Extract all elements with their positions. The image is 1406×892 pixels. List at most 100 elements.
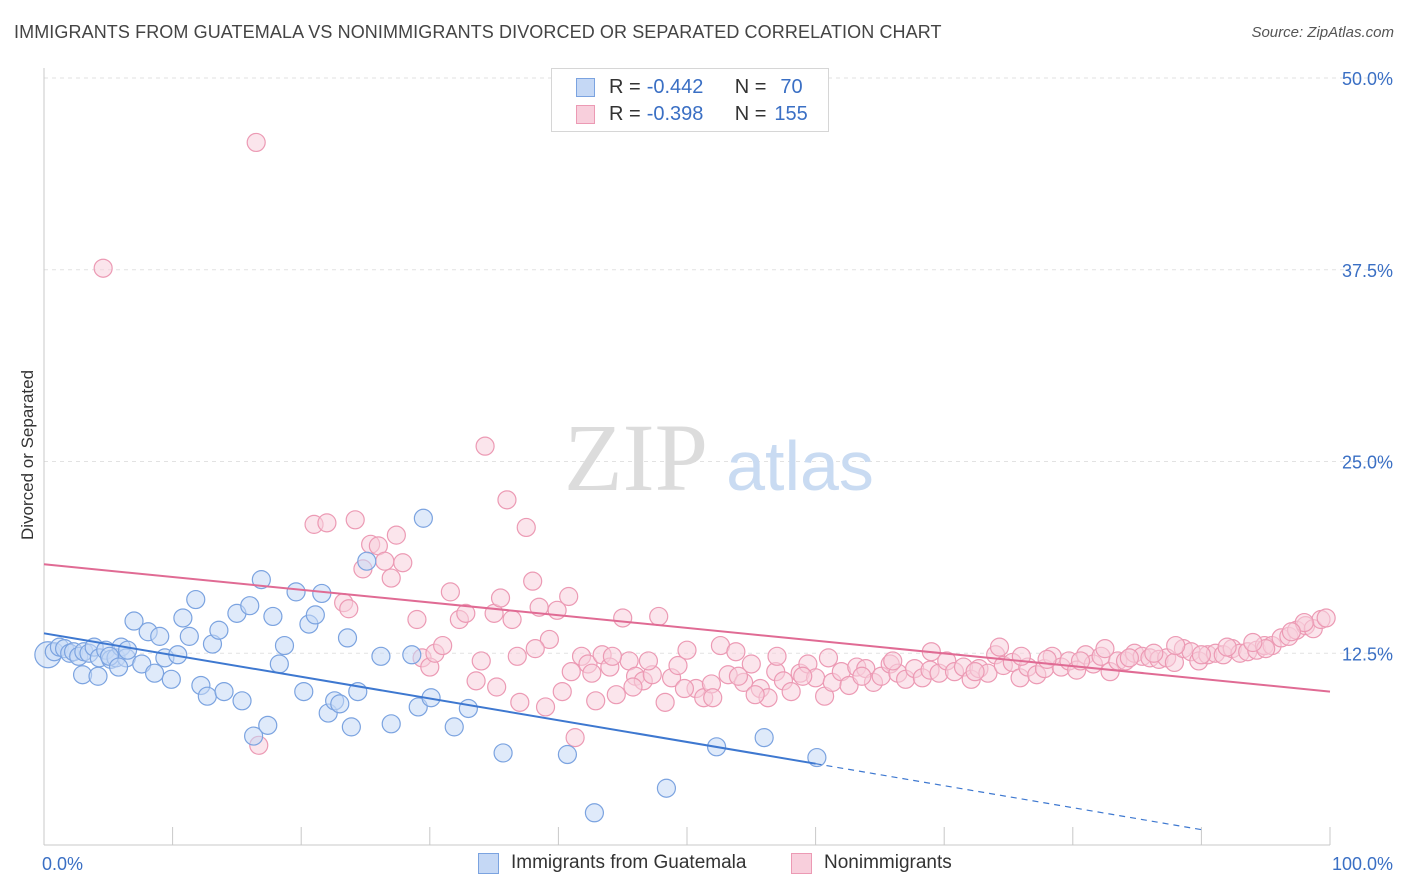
data-point — [274, 635, 295, 656]
data-point — [525, 639, 545, 659]
data-point — [539, 629, 559, 650]
trend-line-extension — [815, 763, 1202, 831]
data-point — [173, 608, 193, 628]
data-point — [124, 611, 144, 631]
data-point — [232, 691, 252, 711]
data-point — [150, 626, 170, 646]
data-point — [638, 651, 659, 671]
data-point — [88, 666, 108, 686]
data-point — [767, 646, 787, 666]
data-point — [535, 697, 556, 717]
data-point — [1243, 632, 1263, 653]
trend-line — [43, 632, 816, 765]
legend-n-label: N = — [734, 102, 767, 125]
legend: R = -0.442 N = 70 R = -0.398 N = 155 — [551, 68, 829, 132]
x-tick-label: 0.0% — [42, 854, 83, 874]
data-point — [458, 698, 478, 719]
data-point — [668, 655, 688, 676]
data-point — [269, 654, 289, 674]
chart-title: IMMIGRANTS FROM GUATEMALA VS NONIMMIGRAN… — [14, 22, 942, 42]
data-point — [341, 717, 361, 737]
data-point — [312, 583, 332, 604]
data-point — [375, 551, 395, 571]
data-point — [726, 642, 746, 662]
data-point — [240, 596, 260, 616]
bottom-legend-swatch-guatemala — [478, 852, 499, 874]
data-point — [294, 681, 314, 702]
data-point — [475, 436, 495, 456]
data-point — [471, 651, 491, 671]
data-point — [989, 637, 1010, 657]
data-point — [305, 605, 325, 625]
data-point — [371, 646, 391, 666]
data-point — [186, 589, 206, 610]
data-point — [1037, 649, 1057, 669]
data-point — [493, 743, 513, 763]
data-point — [703, 688, 723, 708]
data-point — [852, 666, 872, 686]
data-point — [407, 609, 427, 630]
data-point — [251, 570, 271, 590]
data-point — [793, 666, 813, 686]
x-tick-label: 100.0% — [1332, 854, 1393, 874]
data-point — [263, 606, 283, 627]
series-layer — [34, 132, 1336, 831]
data-point — [339, 599, 359, 619]
data-point — [1166, 635, 1186, 656]
legend-n-value: 70 — [780, 75, 803, 98]
data-point — [1217, 637, 1237, 657]
watermark-zip: ZIP — [564, 404, 708, 511]
watermark: ZIP atlas — [564, 404, 874, 511]
data-point — [745, 685, 765, 705]
data-point — [557, 744, 578, 765]
gridlines — [44, 77, 1395, 654]
data-point — [1095, 639, 1115, 659]
series-nonimmigrants — [93, 132, 1336, 755]
data-point — [209, 620, 229, 640]
data-point — [561, 662, 581, 682]
data-point — [144, 663, 165, 683]
y-tick-label: 25.0% — [1342, 453, 1393, 473]
data-point — [502, 609, 522, 630]
legend-r-value: -0.442 — [646, 75, 704, 98]
data-point — [516, 517, 536, 538]
data-point — [965, 662, 985, 682]
data-point — [381, 714, 401, 734]
data-point — [93, 258, 113, 278]
bottom-legend: Immigrants from Guatemala Nonimmigrants — [0, 852, 1406, 878]
data-point — [456, 603, 476, 623]
data-point — [559, 586, 579, 607]
legend-n-label: N = — [734, 75, 767, 98]
data-point — [565, 728, 585, 748]
data-point — [433, 635, 453, 656]
data-point — [345, 510, 365, 530]
data-point — [317, 513, 337, 533]
data-point — [466, 671, 486, 691]
data-point — [883, 651, 903, 671]
y-axis-label: Divorced or Separated — [18, 369, 37, 541]
bottom-legend-nonimmigrants: Nonimmigrants — [791, 852, 952, 874]
data-point — [1119, 648, 1139, 668]
data-point — [728, 666, 749, 686]
data-point — [677, 640, 697, 660]
data-point — [655, 692, 675, 712]
data-point — [402, 645, 422, 665]
data-point — [602, 646, 623, 666]
data-point — [386, 525, 406, 545]
data-point — [1281, 622, 1302, 642]
legend-row-guatemala: R = -0.442 N = 70 — [576, 74, 803, 100]
data-point — [246, 132, 266, 153]
data-point — [606, 685, 626, 705]
y-tick-label: 12.5% — [1342, 644, 1393, 664]
tick-labels: 12.5% 25.0% 37.5% 50.0% 0.0% 100.0% — [42, 69, 1393, 874]
data-point — [1316, 608, 1336, 628]
chart-source: Source: ZipAtlas.com — [1251, 24, 1394, 41]
series-guatemala — [34, 508, 827, 823]
data-point — [161, 669, 181, 689]
legend-swatch-nonimmigrants — [576, 104, 595, 124]
data-point — [197, 686, 217, 706]
data-point — [781, 681, 801, 702]
data-point — [552, 681, 572, 702]
data-point — [649, 606, 669, 627]
